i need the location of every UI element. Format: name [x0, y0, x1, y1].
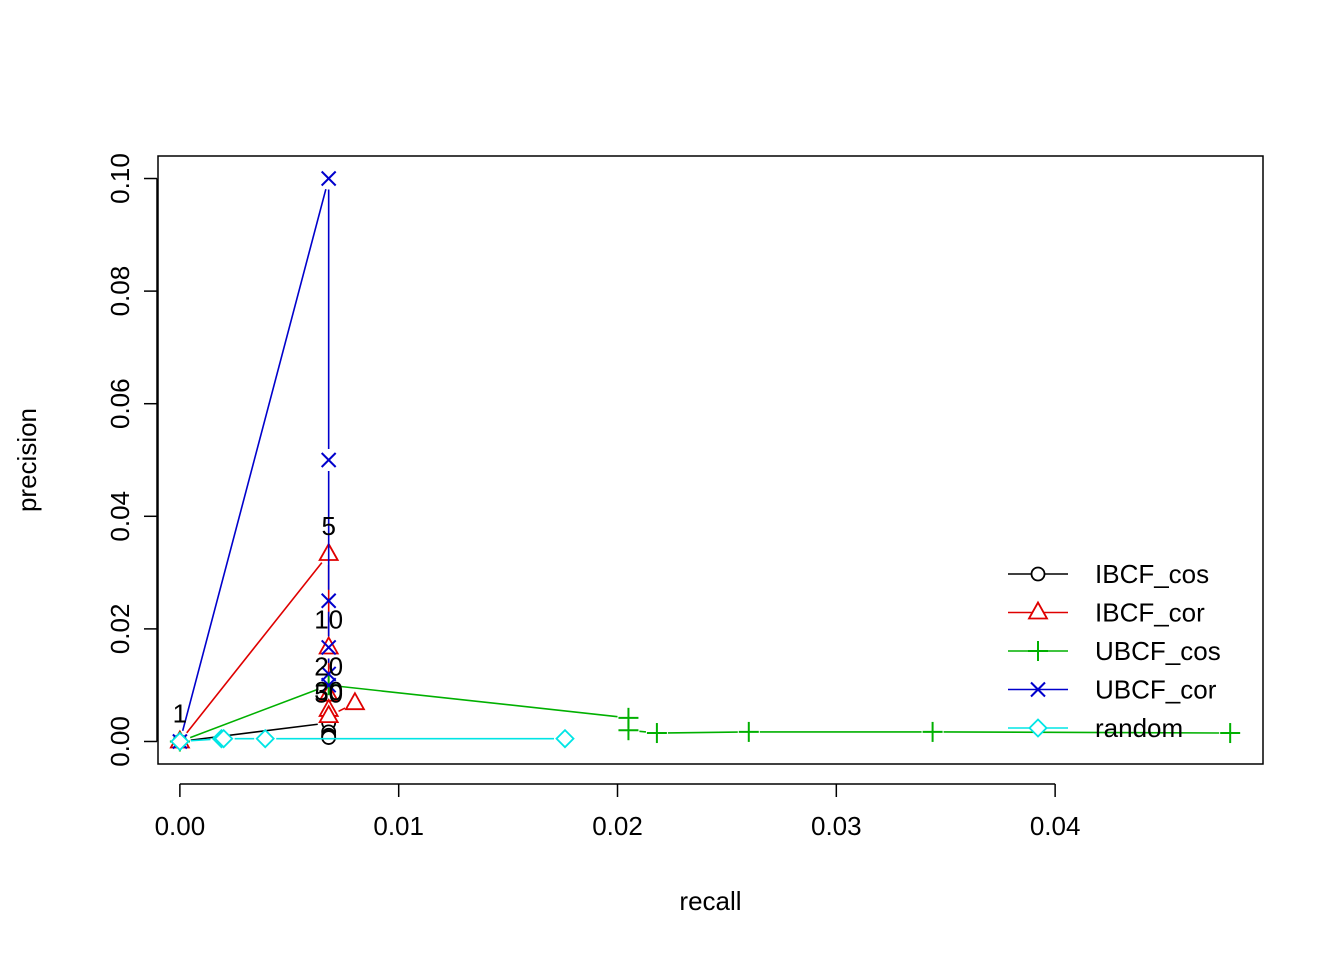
series-line-segment — [639, 730, 647, 733]
series-line-segment — [189, 688, 319, 739]
legend-label: random — [1095, 713, 1183, 743]
point-label: 50 — [314, 679, 343, 709]
data-point — [321, 730, 337, 745]
y-axis-title: precision — [12, 408, 42, 512]
data-point — [344, 691, 366, 711]
legend-marker — [1030, 681, 1046, 698]
legend-entry-random: random — [1008, 713, 1183, 743]
series-ubcf-cos — [169, 675, 1241, 752]
x-tick-label: 0.04 — [1030, 811, 1081, 841]
point-label: 1 — [173, 698, 187, 728]
series-random — [170, 728, 575, 752]
y-tick-label: 0.00 — [105, 716, 135, 767]
legend-entry-ubcf-cor: UBCF_cor — [1008, 675, 1217, 705]
data-point — [320, 677, 337, 693]
legend-entry-ibcf-cos: IBCF_cos — [1008, 559, 1209, 589]
plot-frame — [157, 155, 1264, 765]
data-point — [170, 731, 190, 752]
y-axis: 0.00 0.02 0.04 0.06 0.08 0.10 — [105, 153, 158, 767]
legend-label: IBCF_cos — [1095, 559, 1209, 589]
series-layer — [169, 170, 1241, 752]
data-point — [318, 704, 340, 724]
point-label: 5 — [321, 511, 335, 541]
legend-label: IBCF_cor — [1095, 598, 1205, 628]
legend-label: UBCF_cor — [1095, 675, 1217, 705]
data-point — [738, 721, 759, 742]
y-tick-label: 0.06 — [105, 378, 135, 429]
series-line-segment — [190, 723, 318, 741]
data-point — [922, 721, 943, 742]
series-line-segment — [339, 685, 618, 718]
x-axis: 0.00 0.01 0.02 0.03 0.04 — [155, 783, 1081, 841]
x-tick-label: 0.02 — [592, 811, 643, 841]
y-tick-label: 0.10 — [105, 153, 135, 204]
point-label: 10 — [314, 604, 343, 634]
data-point — [318, 635, 340, 655]
series-line-segment — [181, 188, 327, 732]
data-point — [213, 728, 234, 749]
x-tick-label: 0.01 — [373, 811, 424, 841]
x-tick-label: 0.00 — [155, 811, 206, 841]
x-tick-label: 0.03 — [811, 811, 862, 841]
x-axis-title: recall — [679, 886, 741, 916]
legend-marker — [1028, 641, 1048, 661]
data-point — [646, 723, 667, 744]
series-line-segment — [667, 731, 738, 734]
y-tick-label: 0.02 — [105, 604, 135, 655]
series-line-segment — [943, 731, 1220, 734]
data-point — [1220, 723, 1241, 744]
data-point — [320, 666, 337, 682]
point-label: 20 — [314, 652, 343, 682]
legend-marker — [1027, 600, 1049, 620]
series-line-segment — [338, 707, 346, 713]
point-label: 30 — [314, 676, 343, 706]
data-point — [320, 639, 337, 656]
series-line-segment — [186, 562, 323, 734]
legend-entry-ibcf-cor: IBCF_cor — [1008, 598, 1205, 628]
series-ubcf-cor — [172, 170, 337, 750]
data-point — [320, 452, 337, 468]
data-point — [618, 720, 639, 741]
data-point — [255, 728, 275, 749]
legend-marker — [1030, 566, 1046, 582]
legend-marker — [1028, 718, 1048, 738]
y-tick-label: 0.08 — [105, 266, 135, 317]
data-point — [320, 170, 337, 187]
y-tick-label: 0.04 — [105, 491, 135, 542]
series-line-segment — [190, 738, 211, 742]
legend-entry-ubcf-cos: UBCF_cos — [1008, 636, 1221, 666]
data-point — [320, 593, 337, 609]
legend-label: UBCF_cos — [1095, 636, 1221, 666]
data-point — [555, 728, 575, 749]
